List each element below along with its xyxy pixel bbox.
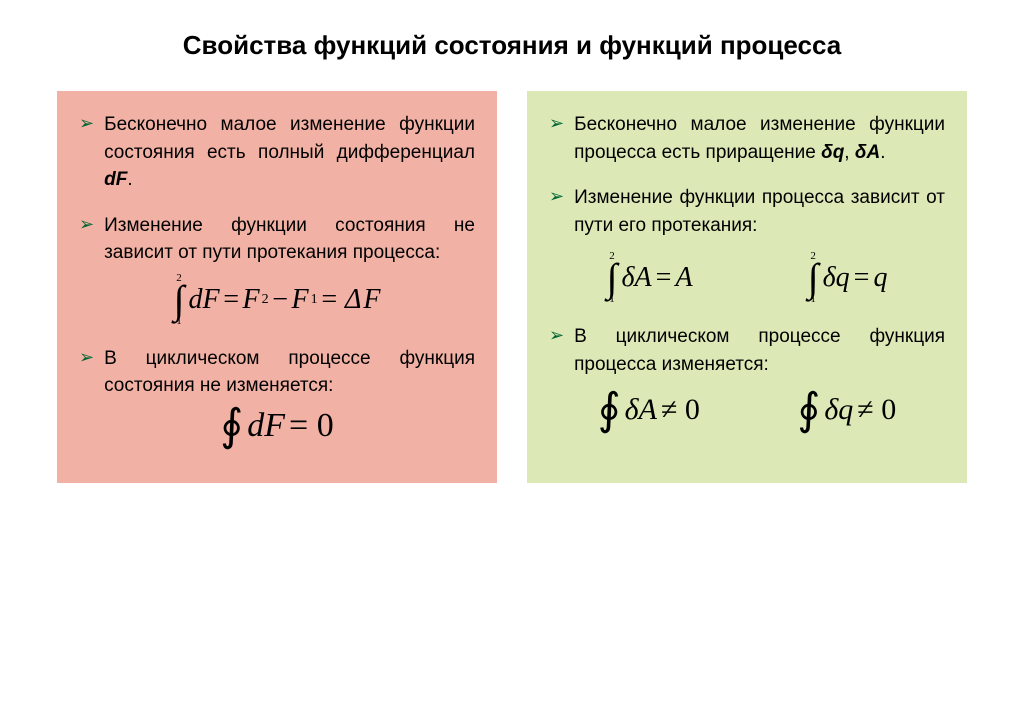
minus: − bbox=[271, 284, 290, 316]
bullet-arrow-icon: ➢ bbox=[79, 113, 94, 134]
emph: dF bbox=[104, 169, 127, 190]
left-bullet-2: ➢ Изменение функции состояния не зависит… bbox=[79, 212, 475, 327]
left-bullet-3-text: В циклическом процессе функция состояния… bbox=[104, 345, 475, 400]
bullet-arrow-icon: ➢ bbox=[79, 347, 94, 368]
rhs: A bbox=[675, 262, 692, 294]
text: Бесконечно малое изменение функции состо… bbox=[104, 114, 475, 163]
eq2: = Δ bbox=[320, 284, 362, 316]
right-bullet-1-text: Бесконечно малое изменение функции проце… bbox=[574, 111, 945, 166]
emph1: δq bbox=[821, 142, 844, 163]
right-formula-2-pair: 2 ∫ 1 δA = A 2 ∫ 1 δq = q bbox=[549, 245, 945, 305]
integrand: δA bbox=[625, 393, 657, 427]
right-column: ➢ Бесконечно малое изменение функции про… bbox=[527, 91, 967, 483]
eq: = bbox=[656, 262, 672, 294]
right-formula-3a: ∮ δA ≠ 0 bbox=[598, 390, 700, 430]
eq: = 0 bbox=[289, 407, 334, 445]
emph2: δA bbox=[855, 142, 880, 163]
left-formula-3: ∮ dF = 0 bbox=[79, 406, 475, 446]
integrand: δq bbox=[823, 262, 850, 294]
left-bullet-3: ➢ В циклическом процессе функция состоян… bbox=[79, 345, 475, 446]
right-formula-3-pair: ∮ δA ≠ 0 ∮ δq ≠ 0 bbox=[549, 384, 945, 430]
text: . bbox=[880, 142, 885, 163]
left-bullet-1: ➢ Бесконечно малое изменение функции сос… bbox=[79, 111, 475, 194]
sep: , bbox=[844, 142, 855, 163]
bullet-arrow-icon: ➢ bbox=[549, 186, 564, 207]
right-formula-3b: ∮ δq ≠ 0 bbox=[797, 390, 896, 430]
sub2: 2 bbox=[262, 292, 269, 308]
bullet-arrow-icon: ➢ bbox=[79, 214, 94, 235]
eq: = bbox=[222, 284, 241, 316]
integrand: dF bbox=[188, 284, 219, 316]
slide-title: Свойства функций состояния и функций про… bbox=[50, 30, 974, 61]
loop-integral-icon: ∮ bbox=[220, 406, 243, 446]
right-bullet-2: ➢ Изменение функции процесса зависит от … bbox=[549, 184, 945, 305]
F2: F bbox=[242, 284, 259, 316]
columns-container: ➢ Бесконечно малое изменение функции сос… bbox=[50, 91, 974, 483]
loop-integral-icon: ∮ bbox=[598, 390, 621, 430]
loop-integral-icon: ∮ bbox=[797, 390, 820, 430]
lower-limit: 1 bbox=[609, 294, 615, 305]
bullet-arrow-icon: ➢ bbox=[549, 113, 564, 134]
integrand: dF bbox=[247, 407, 285, 445]
lower-limit: 1 bbox=[810, 294, 816, 305]
integrand: δA bbox=[622, 262, 652, 294]
text: Бесконечно малое изменение функции проце… bbox=[574, 114, 945, 163]
left-bullet-2-text: Изменение функции состояния не зависит о… bbox=[104, 212, 475, 267]
integral-icon: 2 ∫ 1 bbox=[173, 273, 184, 327]
eq: = bbox=[854, 262, 870, 294]
rhs: q bbox=[873, 262, 887, 294]
integral-icon: 2 ∫ 1 bbox=[808, 251, 819, 305]
right-formula-2a: 2 ∫ 1 δA = A bbox=[607, 251, 693, 305]
right-bullet-2-text: Изменение функции процесса зависит от пу… bbox=[574, 184, 945, 239]
F1: F bbox=[291, 284, 308, 316]
right-bullet-3-text: В циклическом процессе функция процесса … bbox=[574, 323, 945, 378]
bullet-arrow-icon: ➢ bbox=[549, 325, 564, 346]
sub1: 1 bbox=[311, 292, 318, 308]
integral-icon: 2 ∫ 1 bbox=[607, 251, 618, 305]
deltaF: F bbox=[363, 284, 380, 316]
left-bullet-1-text: Бесконечно малое изменение функции состо… bbox=[104, 111, 475, 194]
neq: ≠ 0 bbox=[661, 393, 700, 427]
left-column: ➢ Бесконечно малое изменение функции сос… bbox=[57, 91, 497, 483]
right-bullet-3: ➢ В циклическом процессе функция процесс… bbox=[549, 323, 945, 430]
neq: ≠ 0 bbox=[857, 393, 896, 427]
right-bullet-1: ➢ Бесконечно малое изменение функции про… bbox=[549, 111, 945, 166]
left-formula-2: 2 ∫ 1 dF = F2 − F1 = Δ F bbox=[79, 273, 475, 327]
lower-limit: 1 bbox=[176, 316, 182, 327]
formula-body: dF = F2 − F1 = Δ F bbox=[188, 284, 380, 316]
right-formula-2b: 2 ∫ 1 δq = q bbox=[808, 251, 888, 305]
text: . bbox=[127, 169, 132, 190]
integrand: δq bbox=[824, 393, 853, 427]
